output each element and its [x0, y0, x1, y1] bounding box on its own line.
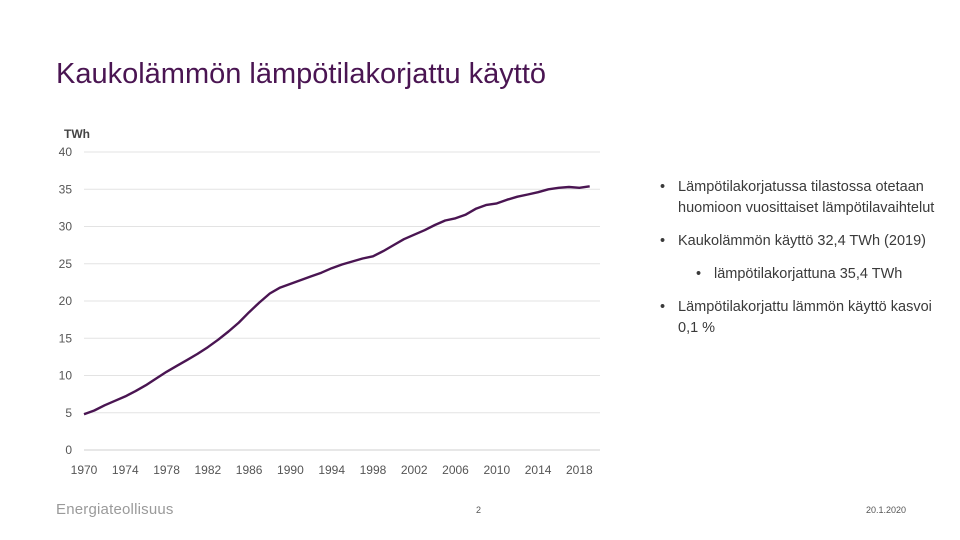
- y-tick-label: 5: [65, 406, 72, 420]
- x-tick-label: 1994: [318, 463, 345, 477]
- x-tick-label: 1970: [71, 463, 98, 477]
- x-tick-labels: 1970 1974 1978 1982 1986 1990 1994 1998 2002 2006…: [71, 463, 593, 477]
- y-tick-label: 10: [59, 369, 73, 383]
- x-tick-label: 1982: [194, 463, 221, 477]
- x-tick-label: 2018: [566, 463, 593, 477]
- page-title: Kaukolämmön lämpötilakorjattu käyttö: [56, 58, 547, 90]
- y-tick-label: 20: [59, 294, 73, 308]
- x-tick-label: 1998: [360, 463, 387, 477]
- footer-logo: Energiateollisuus: [56, 501, 174, 518]
- x-tick-label: 2014: [525, 463, 552, 477]
- y-tick-label: 35: [59, 182, 73, 196]
- x-tick-label: 2006: [442, 463, 469, 477]
- x-tick-label: 1978: [153, 463, 180, 477]
- y-tick-labels: 0 5 10 15 20 25 30 35 40: [59, 145, 73, 457]
- x-tick-label: 1986: [236, 463, 263, 477]
- bullet-subitem: lämpötilakorjattuna 35,4 TWh: [692, 264, 946, 285]
- bullet-item: Kaukolämmön käyttö 32,4 TWh (2019): [656, 231, 946, 252]
- y-tick-label: 0: [65, 443, 72, 457]
- y-tick-label: 25: [59, 257, 73, 271]
- x-tick-label: 2002: [401, 463, 428, 477]
- page-number: 2: [476, 505, 482, 515]
- x-tick-label: 1990: [277, 463, 304, 477]
- y-tick-label: 15: [59, 331, 73, 345]
- footer-date: 20.1.2020: [866, 505, 907, 515]
- series-line: [83, 185, 590, 416]
- x-tick-label: 2010: [483, 463, 510, 477]
- y-axis-label: TWh: [64, 127, 90, 141]
- y-tick-label: 40: [59, 145, 73, 159]
- series-layer: [83, 185, 590, 416]
- bullet-list: Lämpötilakorjatussa tilastossa otetaan h…: [656, 177, 946, 351]
- bullet-item: Lämpötilakorjatussa tilastossa otetaan h…: [656, 177, 946, 219]
- bullet-item: Lämpötilakorjattu lämmön käyttö kasvoi 0…: [656, 297, 946, 339]
- y-tick-label: 30: [59, 220, 73, 234]
- x-tick-label: 1974: [112, 463, 139, 477]
